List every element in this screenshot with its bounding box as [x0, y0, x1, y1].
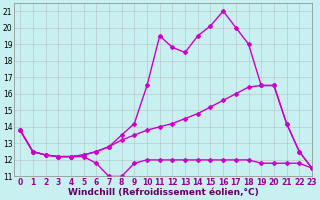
X-axis label: Windchill (Refroidissement éolien,°C): Windchill (Refroidissement éolien,°C) [68, 188, 258, 197]
